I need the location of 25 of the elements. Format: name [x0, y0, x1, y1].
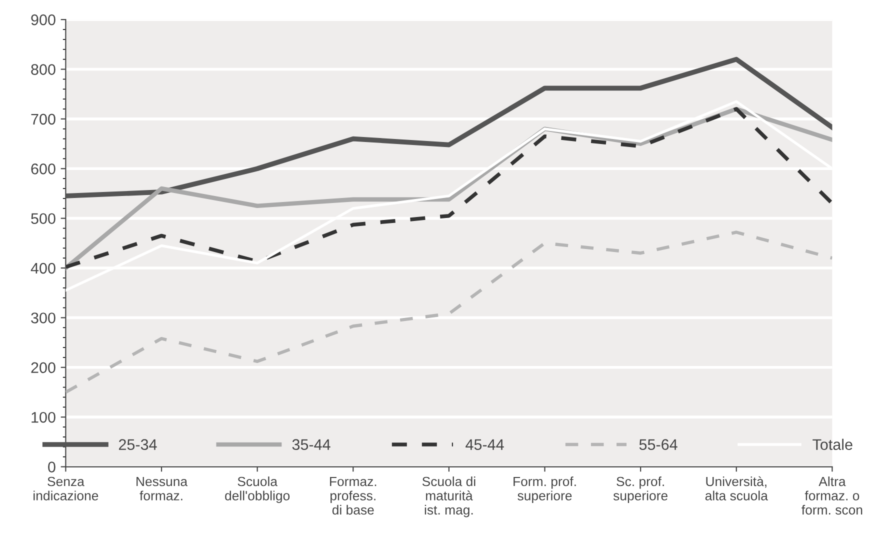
x-tick-label: Form. prof. superiore	[514, 476, 576, 503]
y-tick-label: 400	[30, 262, 56, 274]
y-tick-label: 900	[31, 14, 56, 26]
x-tick-label: Sc. prof. superiore	[613, 476, 668, 503]
legend-label: 35-44	[292, 439, 330, 450]
x-tick-label: Nessuna formaz.	[136, 476, 188, 500]
x-tick-label: Altra formaz. o form. scon	[802, 476, 862, 515]
y-tick-label: 100	[32, 412, 56, 423]
x-tick-label: Scuola dell'obbligo	[225, 476, 290, 503]
legend-label: Totale	[812, 438, 852, 450]
x-tick-label: Formaz. profess. di base	[330, 476, 376, 515]
y-tick-label: 600	[31, 164, 56, 174]
legend-label: 55-64	[639, 439, 678, 450]
legend-label: 25-34	[118, 439, 157, 450]
y-tick-label: 0	[48, 462, 56, 472]
y-tick-label: 500	[31, 213, 56, 224]
legend-label: 45-44	[466, 439, 504, 450]
y-tick-label: 800	[31, 64, 56, 75]
y-tick-label: 200	[31, 362, 56, 374]
y-tick-label: 300	[31, 312, 56, 324]
y-tick-label: 700	[31, 114, 56, 125]
x-tick-label: Università, alta scuola	[705, 476, 768, 500]
x-tick-label: Scuola di maturità ist. mag.	[422, 476, 476, 518]
line-series	[66, 230, 832, 394]
x-tick-label: Senza indicazione	[34, 476, 98, 500]
